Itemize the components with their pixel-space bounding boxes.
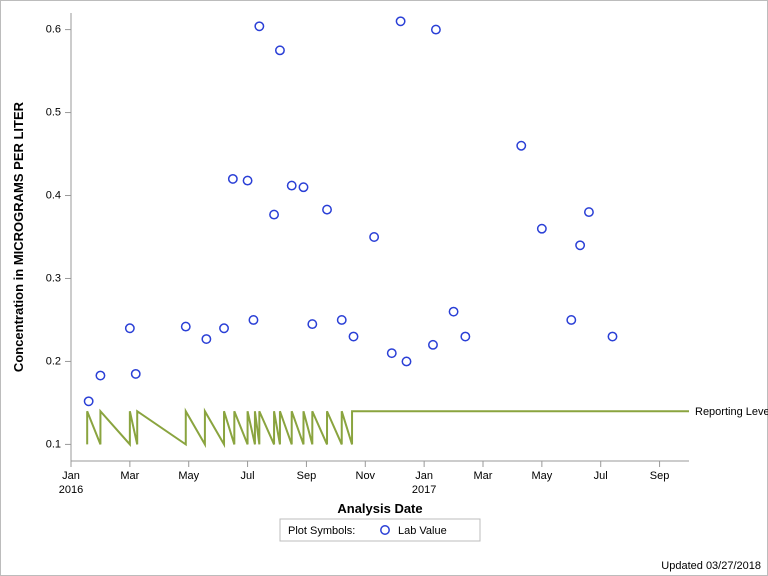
data-point	[432, 25, 440, 33]
data-point	[349, 332, 357, 340]
footnote: Updated 03/27/2018	[661, 560, 761, 572]
data-point	[323, 205, 331, 213]
data-point	[608, 332, 616, 340]
data-point	[288, 181, 296, 189]
data-point	[388, 349, 396, 357]
data-point	[84, 397, 92, 405]
data-point	[517, 142, 525, 150]
x-tick-sublabel: 2016	[59, 484, 83, 496]
x-tick-label: May	[531, 470, 552, 482]
data-point	[396, 17, 404, 25]
chart-svg: Jan 2016 Mar May Jul Sep Nov Jan 2017 Mar May Jul Se…	[1, 1, 768, 576]
legend-title: Plot Symbols:	[288, 525, 355, 537]
reporting-level-label: Reporting Level	[695, 406, 768, 418]
x-tick-label: Jul	[241, 470, 255, 482]
data-point	[402, 357, 410, 365]
data-point	[270, 210, 278, 218]
data-point	[132, 370, 140, 378]
x-tick-label: Sep	[650, 470, 670, 482]
data-point	[276, 46, 284, 54]
x-tick-label: Nov	[356, 470, 376, 482]
data-point	[249, 316, 257, 324]
y-tick-label: 0.6	[46, 23, 61, 35]
data-point	[449, 307, 457, 315]
x-axis-title: Analysis Date	[337, 501, 422, 516]
data-point	[96, 371, 104, 379]
x-tick-label: Sep	[297, 470, 317, 482]
x-tick-label: Jan	[62, 470, 80, 482]
data-point	[126, 324, 134, 332]
x-tick-label: Jul	[594, 470, 608, 482]
data-point	[567, 316, 575, 324]
data-point	[538, 225, 546, 233]
x-tick-label: Jan	[415, 470, 433, 482]
chart-container: Jan 2016 Mar May Jul Sep Nov Jan 2017 Mar May Jul Se…	[0, 0, 768, 576]
data-point	[461, 332, 469, 340]
legend-item-label: Lab Value	[398, 525, 447, 537]
x-tick-label: May	[178, 470, 199, 482]
y-tick-label: 0.3	[46, 272, 61, 284]
data-point	[202, 335, 210, 343]
data-point	[576, 241, 584, 249]
data-point	[182, 322, 190, 330]
data-point	[585, 208, 593, 216]
y-tick-label: 0.1	[46, 438, 61, 450]
y-tick-label: 0.4	[46, 189, 61, 201]
data-point	[308, 320, 316, 328]
data-point	[299, 183, 307, 191]
data-point	[338, 316, 346, 324]
data-point	[229, 175, 237, 183]
data-point	[370, 233, 378, 241]
data-point	[255, 22, 263, 30]
data-point	[429, 341, 437, 349]
x-tick-label: Mar	[474, 470, 493, 482]
reporting-level-line	[87, 411, 689, 444]
y-axis-title: Concentration in MICROGRAMS PER LITER	[11, 101, 26, 372]
x-tick-sublabel: 2017	[412, 484, 436, 496]
data-point	[243, 176, 251, 184]
data-point	[220, 324, 228, 332]
y-tick-label: 0.2	[46, 355, 61, 367]
x-tick-label: Mar	[120, 470, 139, 482]
y-tick-label: 0.5	[46, 106, 61, 118]
